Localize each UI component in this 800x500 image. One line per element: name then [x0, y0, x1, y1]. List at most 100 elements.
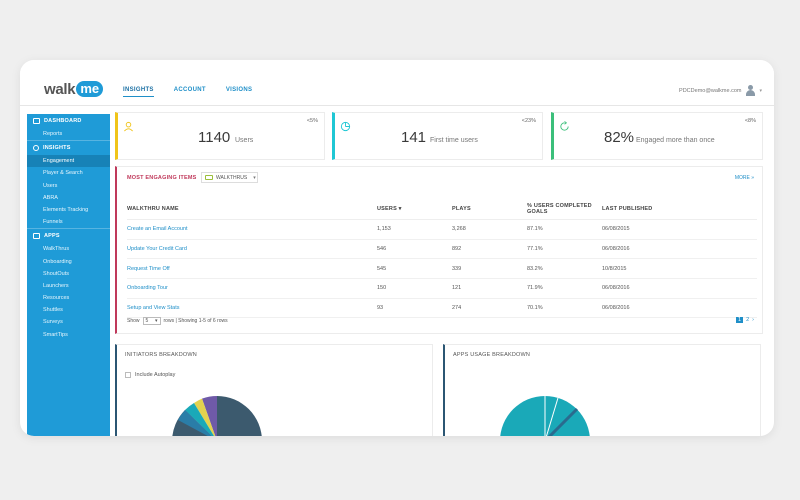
sidebar-item-resources[interactable]: Resources	[43, 295, 70, 302]
sidebar-section-insights[interactable]: INSIGHTS	[27, 141, 110, 155]
sidebar-section-label: APPS	[44, 233, 60, 240]
cell-plays: 892	[452, 246, 462, 253]
tab-account[interactable]: ACCOUNT	[173, 87, 206, 93]
col-completed-goals[interactable]: % USERS COMPLETED GOALS	[527, 202, 592, 215]
sidebar-item-funnels[interactable]: Funnels	[43, 219, 63, 226]
walkthru-link[interactable]: Request Time Off	[127, 265, 170, 272]
page-1-button[interactable]: 1	[736, 317, 744, 323]
cell-published: 06/08/2016	[602, 305, 630, 312]
initiators-breakdown-panel: INITIATORS BREAKDOWN Include Autoplay	[115, 344, 433, 436]
walkthrus-dropdown[interactable]: WALKTHRUS ▾	[201, 172, 258, 183]
sidebar-item-launchers[interactable]: Launchers	[43, 282, 69, 289]
donut-slice[interactable]	[185, 403, 217, 436]
page-2-button[interactable]: 2	[746, 317, 750, 323]
stat-card-engaged: 82% Engaged more than once <8%	[551, 112, 763, 160]
stat-label: Users	[235, 137, 254, 144]
logo-walk-text: walk	[44, 80, 76, 98]
walkthru-link[interactable]: Onboarding Tour	[127, 285, 168, 292]
stat-value: 1140	[198, 129, 231, 146]
cell-completed: 71.9%	[527, 285, 543, 292]
cell-users: 150	[377, 285, 387, 292]
walkme-logo[interactable]: walk me	[44, 80, 104, 98]
rows-info: rows | Showing 1-5 of 6 rows	[163, 318, 228, 324]
walkthru-link[interactable]: Setup and View Stats	[127, 305, 180, 312]
sidebar-item-surveys[interactable]: Surveys	[43, 319, 63, 326]
user-avatar-icon	[745, 85, 756, 97]
tab-insights[interactable]: INSIGHTS	[123, 87, 154, 97]
cell-completed: 77.1%	[527, 246, 543, 253]
stat-label: Engaged more than once	[636, 137, 715, 144]
next-page-button[interactable]: ›	[752, 317, 754, 323]
donut-slice[interactable]	[178, 410, 217, 436]
folder-icon	[205, 175, 213, 180]
cell-plays: 274	[452, 305, 462, 312]
user-menu[interactable]: PDCDemo@walkme.com ▾	[679, 85, 762, 97]
sidebar-item-shoutouts[interactable]: ShoutOuts	[43, 270, 69, 277]
donut-slice[interactable]	[217, 396, 262, 436]
table-row: Create an Email Account 1,153 3,268 87.1…	[127, 220, 757, 240]
chevron-down-icon: ▾	[759, 88, 762, 94]
apps-icon	[33, 233, 40, 240]
show-label: Show	[127, 318, 140, 324]
top-nav: INSIGHTS ACCOUNT VISIONS	[123, 87, 272, 97]
table-footer: Show 5 ▾ rows | Showing 1-5 of 6 rows	[127, 317, 228, 325]
chevron-down-icon: ▾	[253, 174, 256, 181]
cell-plays: 121	[452, 285, 462, 292]
checkbox[interactable]	[125, 372, 131, 378]
sidebar-item-abra[interactable]: ABRA	[43, 194, 58, 201]
sidebar-item-player-search[interactable]: Player & Search	[43, 170, 83, 177]
cell-completed: 70.1%	[527, 305, 543, 312]
stat-change: <8%	[744, 118, 756, 124]
pie-icon	[340, 121, 351, 132]
donut-slice[interactable]	[500, 396, 545, 436]
cell-users: 1,153	[377, 226, 391, 233]
stat-card-first-time-users: 141 First time users <23%	[332, 112, 543, 160]
donut-slice[interactable]	[194, 398, 217, 436]
rows-per-page-select[interactable]: 5 ▾	[142, 317, 161, 325]
col-plays[interactable]: PLAYS	[452, 205, 471, 212]
sidebar-item-walkthrus[interactable]: WalkThrus	[43, 246, 70, 253]
include-autoplay-checkbox[interactable]: Include Autoplay	[125, 372, 175, 378]
apps-usage-breakdown-panel: APPS USAGE BREAKDOWN	[443, 344, 761, 436]
donut-slice[interactable]	[545, 396, 590, 436]
walkthru-link[interactable]: Create an Email Account	[127, 226, 188, 233]
logo-me-text: me	[76, 81, 104, 97]
sidebar-item-elements-tracking[interactable]: Elements Tracking	[43, 206, 89, 213]
table-header: WALKTHRU NAME USERS ▾ PLAYS % USERS COMP…	[127, 198, 757, 220]
table-row: Setup and View Stats 93 274 70.1% 06/08/…	[127, 299, 757, 319]
pagination: 1 2 ›	[736, 317, 754, 323]
cell-published: 06/08/2015	[602, 226, 630, 233]
rows-per-page-value: 5	[145, 318, 149, 324]
cell-completed: 87.1%	[527, 226, 543, 233]
stat-label: First time users	[430, 137, 478, 144]
sidebar-section-apps[interactable]: APPS	[27, 229, 110, 243]
sidebar-item-reports[interactable]: Reports	[43, 131, 63, 137]
engaging-table: WALKTHRU NAME USERS ▾ PLAYS % USERS COMP…	[127, 198, 757, 319]
stat-change: <23%	[521, 118, 536, 124]
sidebar-item-users[interactable]: Users	[43, 182, 58, 189]
panel-title: MOST ENGAGING ITEMS	[127, 175, 197, 181]
donut-slice[interactable]	[202, 396, 217, 436]
sidebar-item-smarttips[interactable]: SmartTips	[43, 331, 68, 338]
cell-published: 10/8/2015	[602, 265, 627, 272]
sidebar-item-shuttles[interactable]: Shuttles	[43, 307, 63, 314]
sidebar-divider	[27, 228, 110, 230]
col-last-published[interactable]: LAST PUBLISHED	[602, 205, 653, 212]
table-row: Request Time Off 545 339 83.2% 10/8/2015	[127, 259, 757, 280]
sidebar-item-onboarding[interactable]: Onboarding	[43, 258, 72, 265]
cell-plays: 339	[452, 265, 462, 272]
sidebar-section-dashboard[interactable]: DASHBOARD	[27, 114, 110, 128]
dashboard-icon	[33, 118, 40, 124]
main-content: 1140 Users <5% 141 First time users <23%…	[115, 112, 765, 436]
table-row: Update Your Credit Card 546 892 77.1% 06…	[127, 240, 757, 260]
walkthru-link[interactable]: Update Your Credit Card	[127, 246, 187, 253]
initiators-donut-chart	[172, 396, 262, 436]
lightbulb-icon	[33, 145, 39, 152]
more-link[interactable]: MORE »	[734, 175, 754, 181]
col-users[interactable]: USERS ▾	[377, 205, 402, 212]
cell-users: 546	[377, 246, 387, 253]
col-walkthru-name[interactable]: WALKTHRU NAME	[127, 205, 179, 212]
table-row: Onboarding Tour 150 121 71.9% 06/08/2016	[127, 279, 757, 299]
tab-visions[interactable]: VISIONS	[225, 87, 253, 93]
sidebar-item-engagement[interactable]: Engagement	[27, 155, 110, 168]
